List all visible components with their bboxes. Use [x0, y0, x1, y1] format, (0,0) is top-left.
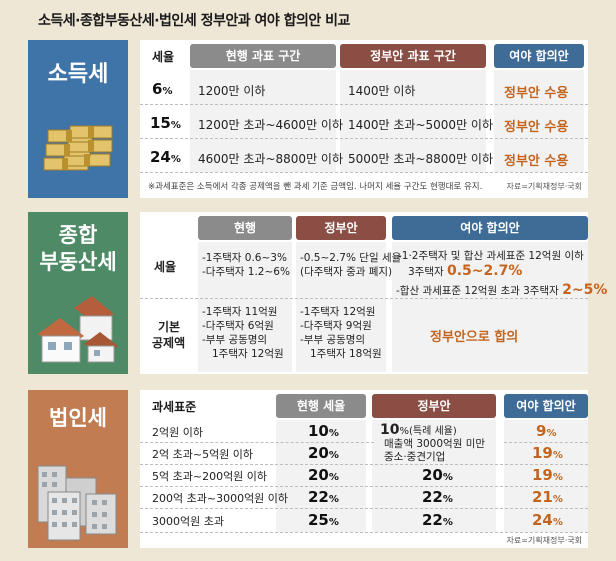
income-tax-section: 소득세 세율 현행 과표 구간 정부안 과표 구간 여야 합의안 [28, 40, 588, 198]
col-agree-header: 여야 합의안 [504, 394, 588, 418]
agree-rate-1: -1·2주택자 및 합산 과세표준 12억원 이하 [398, 250, 584, 262]
footnote: ※과세표준은 소득에서 각종 공제액을 뺀 과세 기준 금액임. 나머지 세율 … [148, 182, 483, 192]
col-current-header: 현행 세율 [276, 394, 366, 418]
col-gov-header: 정부안 [296, 216, 386, 240]
gov-rate-2: (다주택자 중과 폐지) [300, 266, 393, 278]
gov-deduction-4: 1주택자 18억원 [310, 348, 382, 360]
corp-agree-5: 24% [532, 511, 563, 529]
corp-agree-1: 9% [536, 422, 557, 440]
agree-deduction: 정부안으로 합의 [430, 330, 519, 345]
corp-gov-5: 22% [422, 511, 453, 529]
source: 자료=기획재정부·국회 [506, 182, 583, 191]
col-gov-header: 정부안 [372, 394, 496, 418]
agree-value: 정부안 수용 [504, 120, 569, 135]
col-gov-header: 정부안 과표 구간 [340, 44, 486, 68]
corp-gov-special-2: 매출액 3000억원 미만 [384, 438, 486, 450]
corp-base-4: 200억 초과~3000억원 이하 [152, 492, 289, 505]
gov-deduction-1: -1주택자 12억원 [300, 306, 376, 318]
gov-deduction-3: -부부 공동명의 [300, 334, 366, 346]
corp-base-2: 2억 초과~5억원 이하 [152, 448, 254, 461]
row-label-deduction-2: 공제액 [152, 336, 186, 350]
corp-tax-panel: 과세표준 현행 세율 정부안 여야 합의안 2억원 이하 2억 초과~5억원 이… [140, 390, 588, 548]
corp-current-4: 22% [308, 488, 339, 506]
gov-bracket: 1400만 이하 [348, 84, 416, 98]
corp-agree-4: 21% [532, 488, 563, 506]
table-row: 6% [152, 80, 173, 98]
income-tax-panel: 세율 현행 과표 구간 정부안 과표 구간 여야 합의안 6% 1200만 이하… [140, 40, 588, 198]
row-label-deduction-1: 기본 [158, 320, 181, 334]
col-current-header: 현행 과표 구간 [190, 44, 336, 68]
corp-gov-3: 20% [422, 466, 453, 484]
corp-agree-3: 19% [532, 466, 563, 484]
gov-bracket: 1400만 초과~5000만 이하 [348, 118, 494, 132]
property-tax-label-line2: 부동산세 [39, 250, 117, 274]
source: 자료=기획재정부·국회 [506, 536, 583, 545]
col-base-header: 과세표준 [152, 400, 197, 414]
corp-tax-label-box: 법인세 [28, 390, 128, 548]
corp-gov-4: 22% [422, 488, 453, 506]
row-label-rate: 세율 [154, 260, 177, 274]
agree-value: 정부안 수용 [504, 86, 569, 101]
agree-value: 정부안 수용 [504, 154, 569, 169]
col-rate-header: 세율 [152, 50, 175, 64]
col-current-header: 현행 [198, 216, 292, 240]
corp-current-1: 10% [308, 422, 339, 440]
col-agree-header: 여야 합의안 [392, 216, 588, 240]
current-deduction-4: 1주택자 12억원 [212, 348, 284, 360]
corp-base-5: 3000억원 초과 [152, 515, 224, 528]
corp-current-5: 25% [308, 511, 339, 529]
corp-current-2: 20% [308, 444, 339, 462]
current-rate-1: -1주택자 0.6~3% [202, 252, 287, 264]
current-bracket: 1200만 초과~4600만 이하 [198, 118, 344, 132]
current-deduction-3: -부부 공동명의 [202, 334, 268, 346]
gov-rate-1: -0.5~2.7% 단일 세율 [300, 252, 402, 264]
corp-gov-special-3: 중소·중견기업 [384, 451, 446, 463]
corp-base-1: 2억원 이하 [152, 426, 203, 439]
gov-deduction-2: -다주택자 9억원 [300, 320, 372, 332]
house-icon [38, 296, 118, 363]
money-stack-icon [43, 125, 113, 171]
corp-tax-label: 법인세 [49, 406, 107, 430]
current-rate-2: -다주택자 1.2~6% [202, 266, 290, 278]
property-tax-label-box: 종합 부동산세 [28, 212, 128, 374]
current-bracket: 1200만 이하 [198, 84, 266, 98]
building-icon [37, 465, 117, 541]
income-tax-label: 소득세 [47, 62, 109, 87]
corp-gov-special: 10%(특례 세율) [380, 422, 457, 438]
property-tax-label-line1: 종합 [58, 223, 98, 247]
agree-rate-3: -합산 과세표준 12억원 초과 3주택자 2~5% [396, 282, 608, 298]
page-title: 소득세·종합부동산세·법인세 정부안과 여야 합의안 비교 [38, 13, 350, 29]
current-deduction-2: -다주택자 6억원 [202, 320, 274, 332]
property-tax-section: 종합 부동산세 현행 정부안 여야 합의안 세율 -1주택자 0.6~3% -다… [28, 212, 607, 374]
table-row: 15% [150, 114, 181, 132]
current-deduction-1: -1주택자 11억원 [202, 306, 278, 318]
table-row: 24% [150, 148, 181, 166]
income-tax-label-box: 소득세 [28, 40, 128, 198]
current-bracket: 4600만 초과~8800만 이하 [198, 152, 344, 166]
gov-bracket: 5000만 초과~8800만 이하 [348, 152, 494, 166]
col-agree-header: 여야 합의안 [494, 44, 584, 68]
property-tax-panel: 현행 정부안 여야 합의안 세율 -1주택자 0.6~3% -다주택자 1.2~… [140, 212, 607, 374]
corp-tax-section: 법인세 과세표준 현행 세율 정부안 여야 합의안 [28, 390, 588, 548]
corp-base-3: 5억 초과~200억원 이하 [152, 470, 268, 483]
agree-rate-2: 3주택자 0.5~2.7% [408, 263, 523, 279]
corp-agree-2: 19% [532, 444, 563, 462]
corp-current-3: 20% [308, 466, 339, 484]
